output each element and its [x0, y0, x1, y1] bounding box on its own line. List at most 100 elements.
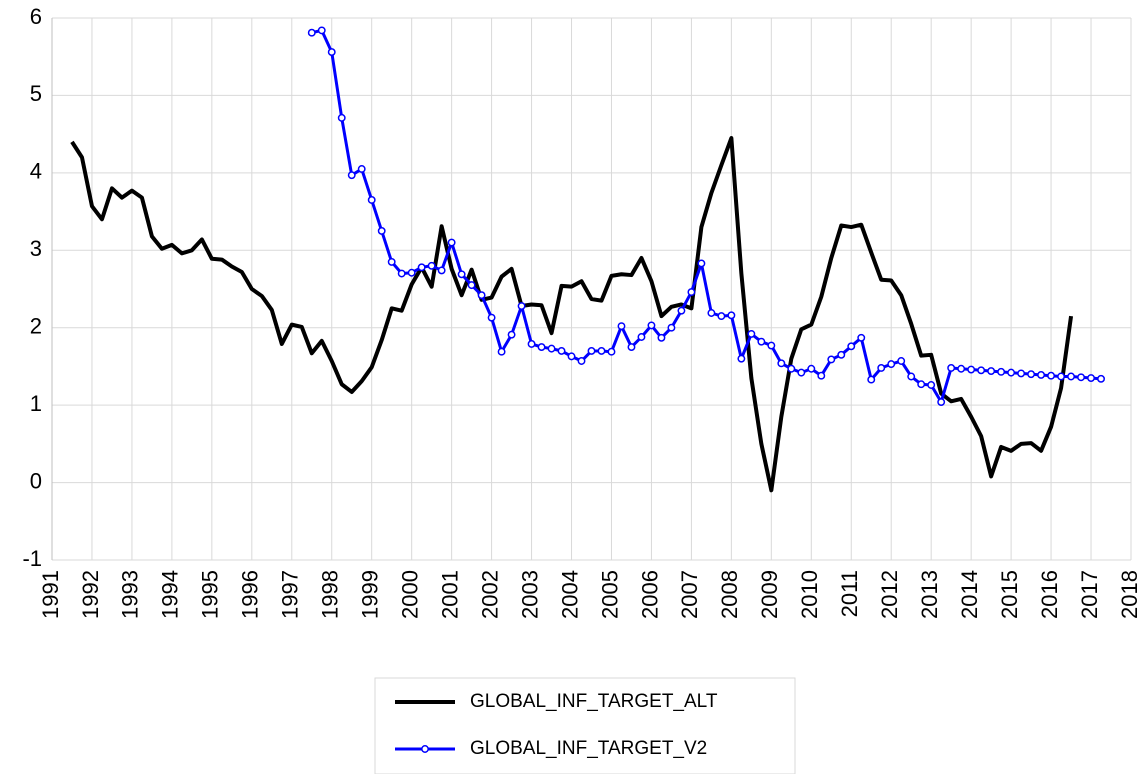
x-tick-label: 2016: [1037, 570, 1062, 619]
series-marker: [457, 270, 466, 279]
series-marker: [847, 342, 856, 351]
series-marker: [907, 372, 916, 381]
series-marker: [617, 322, 626, 331]
series-marker: [427, 261, 436, 270]
x-tick-label: 1994: [158, 570, 183, 619]
series-marker: [607, 347, 616, 356]
series-marker: [947, 364, 956, 372]
series-marker: [637, 333, 646, 341]
series-marker: [317, 26, 326, 35]
series-marker: [377, 226, 386, 235]
x-tick-label: 2003: [517, 570, 542, 619]
series-marker: [477, 291, 486, 300]
series-marker: [307, 28, 316, 37]
series-marker: [667, 323, 676, 332]
y-tick-label: 6: [30, 4, 42, 29]
y-tick-label: 4: [30, 159, 42, 184]
x-tick-label: 2009: [757, 570, 782, 619]
series-marker: [1057, 372, 1066, 381]
series-marker: [337, 113, 346, 122]
series-marker: [867, 375, 876, 384]
x-tick-label: 2007: [677, 570, 702, 619]
series-marker: [557, 346, 566, 355]
x-tick-label: 2005: [597, 570, 622, 619]
series-marker: [437, 266, 446, 275]
x-tick-label: 2006: [637, 570, 662, 619]
x-tick-label: 2004: [557, 570, 582, 619]
series-marker: [407, 268, 416, 277]
legend-label: GLOBAL_INF_TARGET_V2: [470, 738, 707, 759]
series-marker: [737, 354, 746, 363]
series-marker: [567, 352, 576, 361]
series-marker: [957, 364, 966, 373]
series-marker: [597, 346, 606, 355]
x-tick-label: 2010: [797, 570, 822, 619]
series-marker: [1047, 371, 1056, 380]
series-marker: [987, 367, 996, 376]
x-tick-label: 1991: [38, 570, 63, 619]
y-tick-label: 2: [30, 314, 42, 339]
series-marker: [787, 364, 796, 373]
series-marker: [497, 347, 506, 356]
x-tick-label: 1998: [318, 570, 343, 619]
legend-marker: [421, 745, 429, 753]
x-tick-label: 2014: [957, 570, 982, 619]
x-tick-label: 2000: [397, 570, 422, 619]
series-marker: [467, 281, 476, 290]
series-marker: [937, 398, 946, 406]
series-marker: [797, 368, 806, 377]
x-tick-label: 2002: [477, 570, 502, 619]
series-marker: [707, 309, 716, 317]
series-marker: [767, 341, 776, 350]
series-marker: [727, 311, 736, 320]
series-marker: [1087, 374, 1095, 382]
series-marker: [417, 263, 426, 272]
series-marker: [777, 359, 786, 368]
series-line: [70, 136, 1074, 493]
x-tick-label: 2017: [1077, 570, 1102, 619]
series-marker: [857, 333, 866, 342]
series-marker: [1037, 370, 1046, 379]
x-tick-label: 2015: [997, 570, 1022, 619]
y-tick-label: 3: [30, 236, 42, 261]
series-marker: [1067, 372, 1076, 381]
legend: GLOBAL_INF_TARGET_ALT GLOBAL_INF_TARGET_V…: [374, 677, 796, 774]
series-marker: [807, 364, 816, 373]
y-tick-label: 5: [30, 81, 42, 106]
series-marker: [757, 337, 766, 346]
series-marker: [1027, 370, 1036, 379]
y-tick-label: 0: [30, 468, 42, 493]
y-tick-label: 1: [30, 391, 42, 416]
x-tick-label: 2012: [877, 570, 902, 619]
x-tick-label: 1993: [118, 570, 143, 619]
series-marker: [827, 355, 836, 364]
series-marker: [517, 302, 526, 310]
series-marker: [487, 313, 496, 322]
x-tick-label: 2011: [837, 570, 862, 617]
series-marker: [1097, 374, 1105, 383]
series-marker: [1017, 369, 1026, 378]
x-tick-label: 1996: [238, 570, 263, 619]
series-marker: [647, 321, 656, 330]
series-marker: [627, 343, 636, 352]
x-tick-label: 2001: [437, 570, 462, 619]
series-marker: [367, 196, 376, 204]
series-marker: [1077, 373, 1085, 382]
series-marker: [717, 312, 726, 321]
series-marker: [527, 340, 536, 348]
series-marker: [967, 365, 976, 374]
series-marker: [697, 259, 706, 268]
series-marker: [877, 364, 886, 372]
series-marker: [837, 350, 846, 359]
series-marker: [387, 257, 396, 266]
series-marker: [887, 360, 896, 369]
x-tick-label: 2008: [717, 570, 742, 619]
series-marker: [1007, 368, 1016, 377]
series-marker: [687, 288, 696, 297]
x-tick-label: 1995: [198, 570, 223, 619]
series-marker: [817, 371, 826, 380]
x-tick-label: 2018: [1117, 570, 1141, 619]
x-tick-label: 1997: [278, 570, 303, 619]
